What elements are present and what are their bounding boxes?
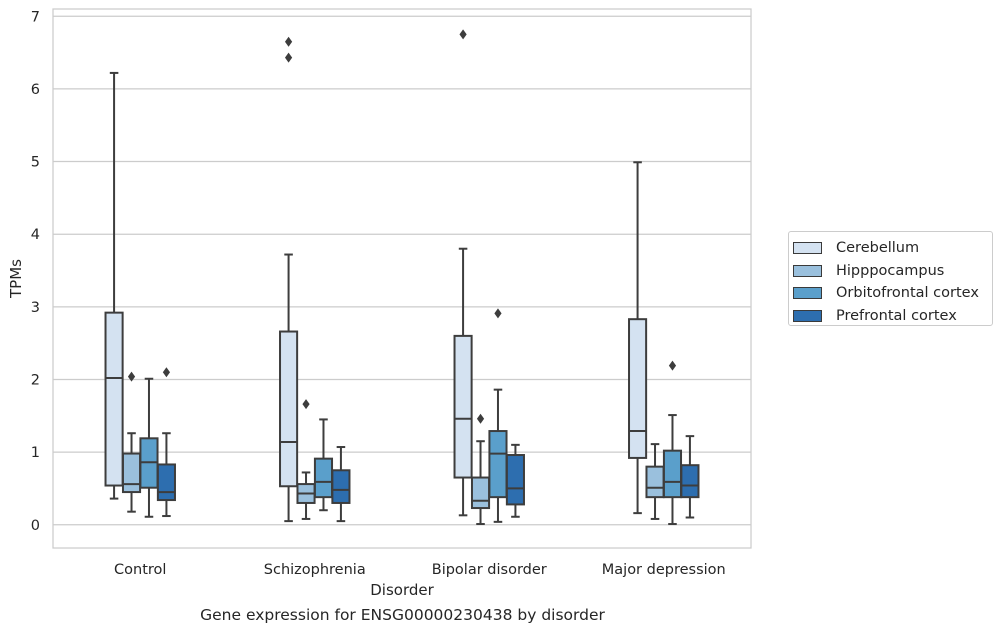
y-tick-label: 6 [31, 82, 40, 98]
box-prefrontal-cortex [680, 435, 700, 519]
outlier-point [284, 36, 293, 47]
box-iqr [104, 311, 124, 487]
box-orbitofrontal-cortex [139, 377, 159, 518]
legend-swatch-cerebellum [793, 242, 822, 255]
y-tick-label: 0 [31, 518, 40, 534]
legend-item: Prefrontal cortex [793, 305, 992, 328]
x-axis-label: Disorder [370, 581, 434, 599]
legend-item: Orbitofrontal cortex [793, 282, 992, 305]
box-iqr [470, 476, 491, 510]
legend-swatch-orbitofrontal [793, 287, 822, 300]
outlier-point [162, 367, 171, 378]
y-tick-label: 4 [31, 227, 40, 243]
box-cerebellum [453, 29, 473, 517]
outlier-point [494, 308, 502, 319]
box-cerebellum [279, 36, 299, 523]
legend-swatch-prefrontal [793, 309, 822, 322]
legend: Cerebellum Hipppocampus Orbitofrontal co… [788, 231, 993, 326]
y-axis-ticks: 0 1 2 3 4 5 6 7 [31, 9, 40, 533]
outlier-point [127, 371, 136, 382]
legend-label: Prefrontal cortex [836, 307, 957, 324]
outlier-point [284, 52, 293, 63]
y-tick-label: 2 [31, 372, 40, 388]
box-iqr [488, 430, 508, 499]
box-iqr [453, 334, 473, 479]
box-hipppocampus [470, 413, 491, 526]
box-iqr [121, 452, 142, 494]
box-iqr [628, 318, 648, 459]
box-iqr [662, 449, 683, 499]
box-hipppocampus [296, 399, 316, 520]
box-iqr [313, 457, 334, 499]
box-orbitofrontal-cortex [488, 308, 508, 523]
y-tick-label: 7 [31, 9, 40, 25]
legend-label: Cerebellum [836, 240, 920, 257]
x-tick-label: Control [114, 562, 166, 578]
outlier-point [302, 399, 310, 410]
box-iqr [331, 469, 351, 504]
plot-frame [52, 8, 752, 549]
y-axis-label: TPMs [7, 259, 25, 299]
legend-item: Hipppocampus [793, 260, 992, 283]
legend-label: Hipppocampus [836, 262, 945, 279]
box-plot-marks [104, 29, 700, 526]
box-iqr [680, 464, 700, 499]
outlier-point [476, 413, 485, 424]
y-tick-label: 1 [31, 445, 40, 461]
box-iqr [279, 330, 299, 488]
x-tick-label: Bipolar disorder [432, 562, 547, 578]
box-iqr [156, 463, 176, 502]
box-hipppocampus [645, 443, 665, 520]
x-axis-ticks: Control Schizophrenia Bipolar disorder Majo… [114, 562, 726, 578]
legend-item: Cerebellum [793, 237, 992, 260]
box-iqr [505, 454, 525, 506]
box-orbitofrontal-cortex [313, 418, 334, 512]
gridlines [53, 15, 751, 526]
box-prefrontal-cortex [331, 446, 351, 523]
chart-caption: Gene expression for ENSG00000230438 by d… [200, 606, 605, 624]
box-orbitofrontal-cortex [662, 360, 683, 526]
legend-swatch-hippocampus [793, 264, 822, 277]
outlier-point [668, 360, 677, 371]
y-tick-label: 5 [31, 155, 40, 171]
x-tick-label: Schizophrenia [264, 562, 366, 578]
x-tick-label: Major depression [602, 562, 726, 578]
legend-label: Orbitofrontal cortex [836, 285, 979, 302]
box-iqr [645, 465, 665, 499]
y-tick-label: 3 [31, 300, 40, 316]
box-prefrontal-cortex [505, 443, 525, 518]
outlier-point [459, 29, 467, 40]
box-cerebellum [628, 161, 648, 515]
box-cerebellum [104, 71, 124, 500]
box-prefrontal-cortex [156, 367, 176, 518]
box-hipppocampus [121, 371, 142, 513]
